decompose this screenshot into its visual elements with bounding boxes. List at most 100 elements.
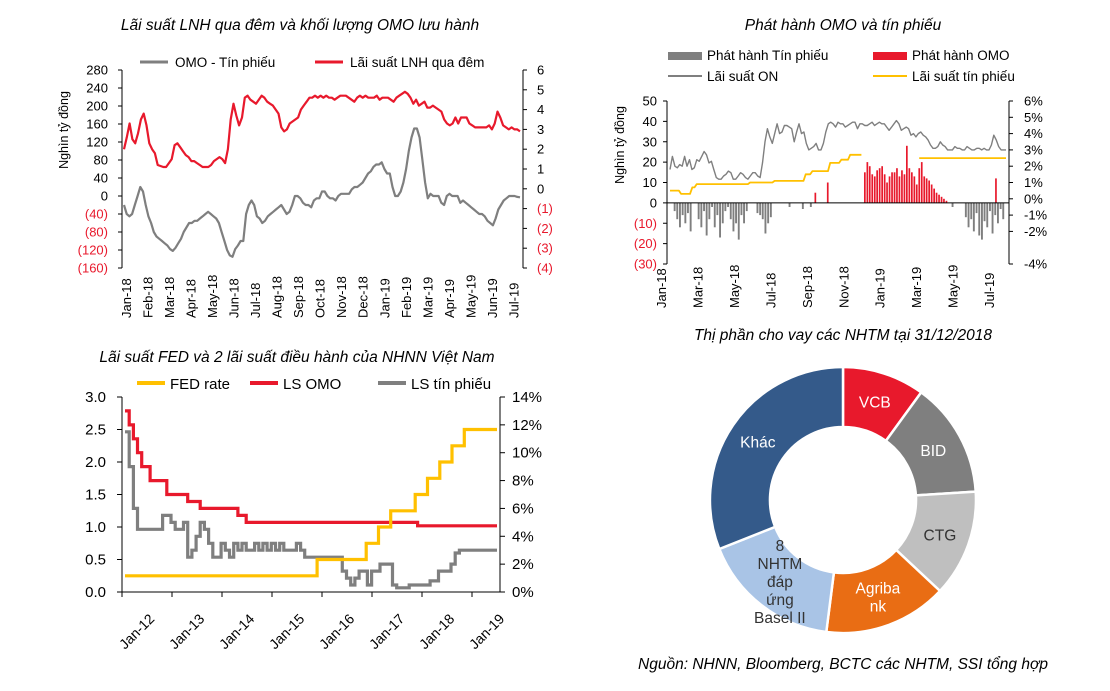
chart3-title: Lãi suất FED và 2 lãi suất điều hành của…	[99, 349, 494, 366]
chart2-bar-bills	[740, 202, 743, 216]
chart2-bar-bills	[970, 202, 973, 220]
chart1-xtick-label: Dec-18	[356, 276, 371, 318]
chart-fed-rates: Lãi suất FED và 2 lãi suất điều hành của…	[85, 349, 542, 652]
chart2-series-billrate	[670, 153, 1006, 195]
chart-lns-omo: Lãi suất LNH qua đêm và khối lượng OMO l…	[57, 17, 553, 318]
chart1-legend-omo-label: OMO - Tín phiếu	[175, 55, 275, 70]
chart2-plot	[667, 119, 1009, 240]
chart2-bar-bills	[724, 202, 727, 212]
chart3-x-axis: Jan-12 Jan-13 Jan-14 Jan-15 Jan-16 Jan-17 Jan-…	[116, 591, 508, 652]
chart2-bar-bills	[994, 202, 997, 216]
chart1-ytick-label: 120	[86, 135, 108, 150]
donut-label-bid: BID	[920, 443, 946, 460]
chart2-bar-omo	[933, 188, 935, 203]
chart3-series-fed	[125, 427, 497, 578]
chart2-bar-omo	[814, 192, 817, 203]
chart3-y2tick-label: 2%	[512, 556, 534, 573]
chart2-ytick-label: 50	[643, 94, 657, 109]
chart1-right-axis: 6 5 4 3 2 1 0 (1) (2) (3) (4)	[522, 63, 553, 276]
chart2-xtick-label: Jul-19	[982, 273, 997, 308]
chart3-ytick-label: 0.0	[85, 584, 106, 601]
chart2-legend-bills-label: Phát hành Tín phiếu	[707, 48, 828, 63]
chart2-bar-bills	[983, 202, 986, 222]
donut-label-ctg: CTG	[924, 527, 957, 544]
chart2-bar-omo	[826, 182, 829, 203]
chart2-xtick-label: Jan-19	[873, 268, 888, 308]
chart2-y2tick-label: 1%	[1024, 175, 1043, 190]
chart3-y2tick-label: 14%	[512, 389, 542, 406]
chart2-bar-bills	[986, 202, 989, 228]
chart2-x-axis: Jan-18 Mar-18 May-18 Jul-18 Sep-18 Nov-18 Jan-…	[654, 265, 997, 308]
chart2-bar-omo	[876, 170, 878, 203]
chart2-bar-bills	[745, 202, 748, 212]
chart2-bar-bills	[788, 202, 791, 207]
chart1-ytick-label: 160	[86, 117, 108, 132]
chart2-series-on	[669, 119, 1006, 180]
chart2-ytick-label: (10)	[634, 216, 657, 231]
chart1-xtick-label: May-18	[205, 275, 220, 318]
chart2-bar-omo	[883, 174, 886, 203]
chart3-ytick-label: 3.0	[85, 389, 106, 406]
chart2-bar-omo	[871, 174, 874, 203]
chart2-xtick-label: Nov-18	[836, 266, 851, 308]
chart2-xtick-label: Jul-18	[763, 273, 778, 308]
chart1-ytick-label: 200	[86, 99, 108, 114]
chart1-title: Lãi suất LNH qua đêm và khối lượng OMO l…	[121, 17, 479, 34]
chart1-y2tick-label: 6	[537, 63, 544, 78]
chart2-xtick-label: Mar-18	[690, 267, 705, 308]
chart2-bar-omo	[923, 176, 926, 203]
chart1-xtick-label: Feb-18	[141, 277, 156, 318]
chart2-bar-bills	[681, 202, 684, 216]
chart3-y2tick-label: 12%	[512, 417, 542, 434]
chart1-xtick-label: Apr-19	[442, 279, 457, 318]
chart3-plot	[125, 409, 497, 590]
chart3-y2tick-label: 10%	[512, 445, 542, 462]
chart2-bar-bills	[801, 202, 804, 209]
chart3-ytick-label: 1.5	[85, 487, 106, 504]
chart3-ytick-label: 2.5	[85, 422, 106, 439]
chart2-bar-bills	[684, 202, 687, 224]
chart3-legend-fed-label: FED rate	[170, 376, 230, 393]
chart2-bar-omo	[891, 172, 893, 203]
chart1-ytick-label: (80)	[85, 225, 108, 240]
chart2-bar-omo	[898, 176, 901, 203]
chart3-series-bills	[125, 430, 497, 590]
chart3-xtick-label: Jan-18	[416, 610, 458, 652]
chart1-ytick-label: 280	[86, 63, 108, 78]
chart2-bar-omo	[866, 162, 869, 203]
chart2-bar-bills	[743, 202, 745, 224]
chart2-ytick-label: 0	[650, 195, 657, 210]
chart2-title: Phát hành OMO và tín phiếu	[745, 17, 942, 34]
chart2-bar-omo	[873, 176, 876, 203]
chart2-ytick-label: 30	[643, 134, 657, 149]
chart2-xtick-label: Mar-19	[909, 267, 924, 308]
chart1-y2tick-label: 3	[537, 122, 544, 137]
chart2-bar-bills	[975, 202, 978, 214]
chart1-ytick-label: (160)	[78, 261, 108, 276]
chart2-bar-bills	[708, 202, 711, 220]
donut-label-vcb: VCB	[859, 395, 891, 412]
chart3-ytick-label: 2.0	[85, 454, 106, 471]
chart2-bar-omo	[878, 168, 881, 203]
chart2-ytick-label: 40	[643, 114, 657, 129]
chart1-xtick-label: Jun-19	[485, 278, 500, 318]
chart2-ytick-label: 10	[643, 175, 657, 190]
chart2-bar-omo	[906, 145, 908, 203]
chart2-legend: Phát hành Tín phiếu Phát hành OMO Lãi su…	[668, 48, 1015, 84]
chart2-bar-omo	[896, 168, 898, 203]
chart1-xtick-label: Aug-18	[270, 276, 285, 318]
chart1-xtick-label: Nov-18	[334, 276, 349, 318]
chart1-y2tick-label: (4)	[537, 261, 553, 276]
chart2-bar-bills	[764, 202, 767, 234]
chart3-y2tick-label: 0%	[512, 584, 534, 601]
donut-label-agribank: Agriba nk	[855, 580, 900, 615]
chart2-y2tick-label: -2%	[1024, 224, 1048, 239]
chart2-bar-bills	[705, 202, 708, 236]
chart3-xtick-label: Jan-13	[166, 610, 208, 652]
chart1-y2tick-label: (1)	[537, 201, 553, 216]
chart2-legend-billrate-label: Lãi suất tín phiếu	[912, 69, 1015, 84]
chart2-bar-bills	[735, 202, 737, 224]
chart1-legend: OMO - Tín phiếu Lãi suất LNH qua đêm	[140, 55, 484, 70]
chart2-bar-omo	[945, 200, 948, 203]
